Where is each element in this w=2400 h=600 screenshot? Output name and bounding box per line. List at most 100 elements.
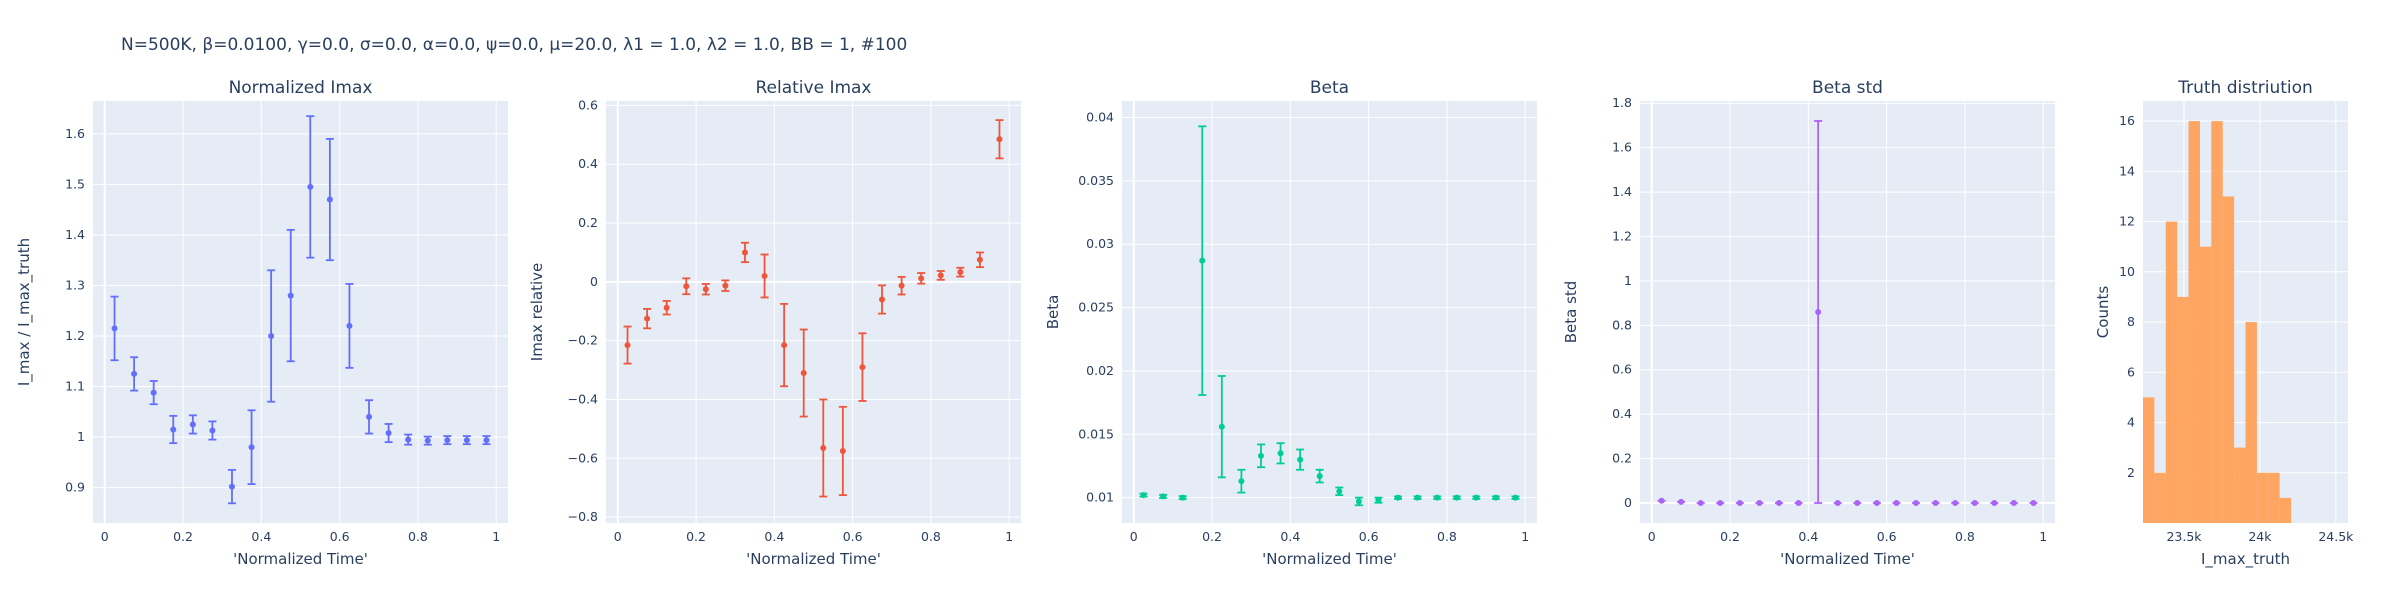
data-point: [741, 249, 748, 256]
panel-title: Truth distriution: [2177, 78, 2313, 98]
data-point: [624, 342, 631, 349]
data-point: [1257, 452, 1264, 459]
x-tick-label: 0: [614, 529, 622, 544]
histogram-bar: [2234, 447, 2246, 523]
y-tick-label: 1.6: [65, 126, 85, 141]
x-tick-label: 0.4: [1280, 529, 1300, 544]
y-tick-label: 1.2: [65, 328, 85, 343]
plot-area: [93, 101, 508, 523]
data-point: [644, 315, 651, 322]
histogram-bar: [2177, 296, 2189, 523]
x-tick-label: 0.2: [173, 529, 193, 544]
y-tick-label: 0.2: [1612, 451, 1632, 466]
data-point: [976, 256, 983, 263]
y-tick-label: 1.2: [1612, 228, 1632, 243]
data-point: [1316, 473, 1323, 480]
histogram-bar: [2222, 196, 2235, 523]
data-point: [1873, 500, 1880, 507]
data-point: [366, 413, 373, 420]
data-point: [937, 272, 944, 279]
data-point: [1160, 493, 1167, 500]
data-point: [1815, 309, 1822, 315]
data-point: [1834, 500, 1841, 507]
gridlines: [1640, 101, 2055, 523]
data-point: [1473, 494, 1480, 501]
data-point: [1893, 500, 1900, 507]
y-tick-label: 0.6: [578, 97, 598, 112]
data-point: [957, 269, 964, 276]
x-axis-label: 'Normalized Time': [746, 550, 881, 568]
y-tick-label: 0.035: [1078, 173, 1114, 188]
x-tick-label: 24k: [2248, 529, 2272, 544]
y-tick-label: 0.4: [578, 156, 598, 171]
x-tick-label: 0.2: [1202, 529, 1222, 544]
y-tick-label: 0.8: [1612, 317, 1632, 332]
plot-area: [1122, 101, 1537, 523]
x-tick-label: 24.5k: [2318, 529, 2354, 544]
y-tick-label: 14: [2119, 163, 2135, 178]
y-axis-label: Counts: [2094, 286, 2112, 339]
panel-beta: 0 0.2 0.4 0.6 0.8 1 0.01 0.015 0.02 0.025 0.03 0.03…: [1044, 78, 1537, 568]
y-tick-label: 0.04: [1086, 109, 1114, 124]
data-point: [859, 364, 866, 371]
y-tick-label: 0.6: [1612, 362, 1632, 377]
x-tick-label: 0.8: [1955, 529, 1975, 544]
data-point: [1336, 488, 1343, 495]
data-marks: [2143, 121, 2292, 524]
x-tick-label: 0.2: [1720, 529, 1740, 544]
y-tick-label: 2: [2127, 465, 2135, 480]
gridlines: [1122, 101, 1537, 523]
x-tick-label: 0.6: [1877, 529, 1897, 544]
histogram-bar: [2188, 121, 2200, 523]
y-axis-label: Beta: [1044, 295, 1062, 330]
histogram-bar: [2199, 246, 2212, 523]
data-point: [2010, 500, 2017, 507]
data-point: [1140, 492, 1147, 499]
y-tick-label: 0.4: [1612, 406, 1632, 421]
data-point: [131, 370, 138, 377]
data-point: [761, 272, 768, 279]
data-point: [1179, 494, 1186, 501]
x-axis-label: I_max_truth: [2201, 550, 2290, 569]
x-tick-label: 23.5k: [2166, 529, 2202, 544]
x-tick-label: 0.8: [921, 529, 941, 544]
data-point: [1395, 494, 1402, 501]
y-axis-label: Imax relative: [528, 263, 546, 361]
data-marks: [110, 115, 491, 505]
data-point: [1991, 500, 1998, 507]
data-point: [898, 282, 905, 289]
y-tick-label: 1: [77, 429, 85, 444]
data-point: [722, 282, 729, 289]
plot-area: [1640, 101, 2055, 523]
data-point: [150, 389, 157, 396]
y-tick-label: −0.8: [568, 509, 598, 524]
gridlines: [606, 101, 1021, 523]
histogram-bar: [2154, 472, 2166, 523]
y-tick-label: 16: [2119, 113, 2135, 128]
data-point: [839, 447, 846, 454]
y-tick-label: 0.03: [1086, 236, 1114, 251]
data-point: [463, 437, 470, 444]
x-tick-label: 0.4: [764, 529, 784, 544]
panel-title: Beta: [1310, 78, 1349, 98]
data-point: [1375, 497, 1382, 504]
x-tick-label: 0: [101, 529, 109, 544]
y-tick-label: 10: [2119, 264, 2135, 279]
data-point: [1277, 450, 1284, 457]
y-tick-label: −0.6: [568, 450, 598, 465]
data-point: [444, 437, 451, 444]
data-point: [385, 430, 392, 437]
x-tick-label: 0.4: [251, 529, 271, 544]
data-point: [1453, 494, 1460, 501]
data-point: [918, 275, 925, 282]
data-point: [483, 437, 490, 444]
data-point: [111, 325, 118, 332]
data-point: [1678, 498, 1685, 505]
y-tick-label: 1.4: [65, 227, 85, 242]
data-point: [1795, 500, 1802, 507]
y-tick-label: 0.015: [1078, 426, 1114, 441]
data-point: [2030, 500, 2037, 507]
data-point: [307, 183, 314, 190]
x-tick-label: 0.6: [330, 529, 350, 544]
figure-title: N=500K, β=0.0100, γ=0.0, σ=0.0, α=0.0, ψ…: [121, 35, 907, 55]
